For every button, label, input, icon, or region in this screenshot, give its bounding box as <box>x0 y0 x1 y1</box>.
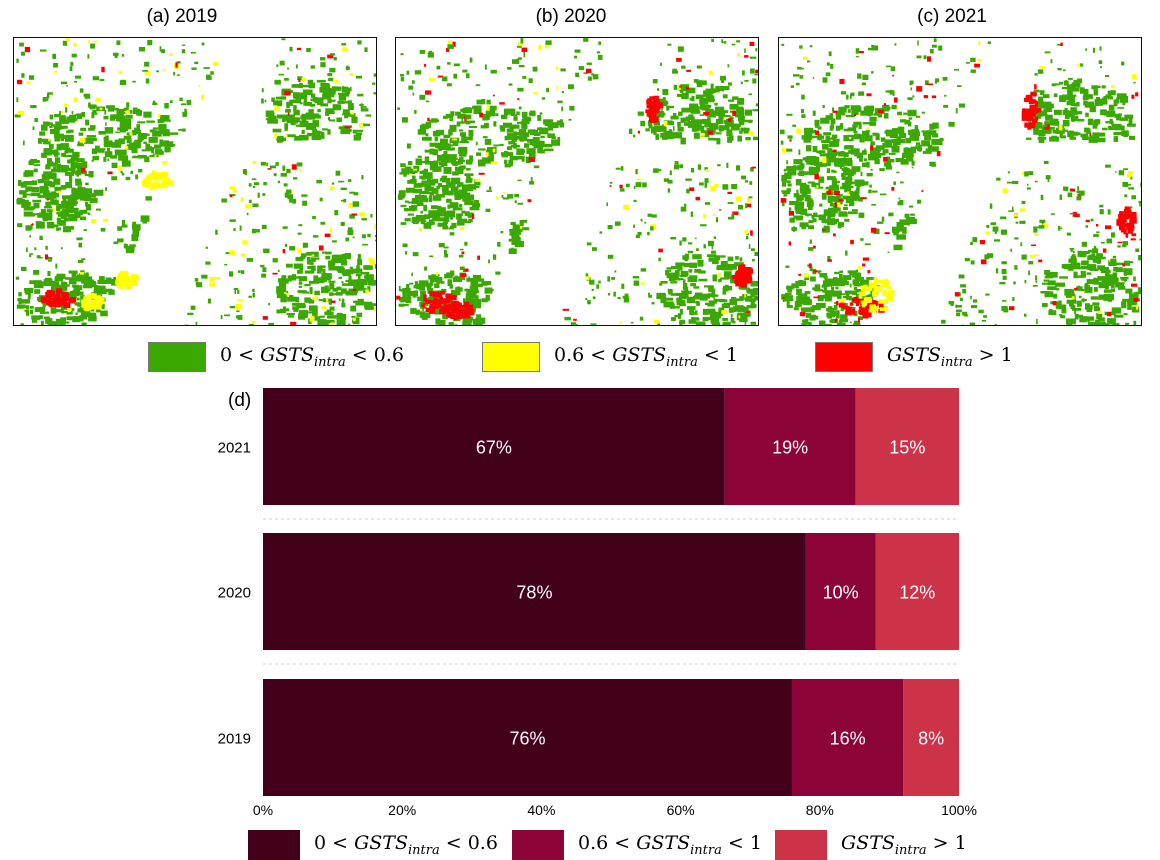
data-label-2020-2: 12% <box>899 583 935 603</box>
chart-legend-high-label: GSTSintra > 1 <box>841 832 967 858</box>
map-2019 <box>13 37 377 326</box>
data-label-2021-0: 67% <box>476 438 512 458</box>
bar-segment-2021-2 <box>855 388 959 505</box>
map-legend-high-label: GSTSintra > 1 <box>887 344 1013 370</box>
map-legend-mid: 0.6 < GSTSintra < 1 <box>482 342 738 372</box>
map-legend-high: GSTSintra > 1 <box>815 342 1013 372</box>
x-tick-label: 80% <box>806 802 834 818</box>
map-title-2020: (b) 2020 <box>535 6 607 27</box>
category-label-2019: 2019 <box>218 731 251 748</box>
panel-d-label: (d) <box>228 390 252 411</box>
data-label-2020-0: 78% <box>516 583 552 603</box>
bar-segment-2021-0 <box>263 388 725 505</box>
chart-legend-high: GSTSintra > 1 <box>775 830 967 860</box>
x-tick-label: 60% <box>667 802 695 818</box>
stacked-bar-chart: 2021 67% 19% 15% 2020 78% 10% 12% 2019 76% 16% 8% 0%… <box>218 388 977 818</box>
chart-legend-mid-label: 0.6 < GSTSintra < 1 <box>578 832 762 858</box>
data-label-2019-1: 16% <box>830 729 866 749</box>
category-label-2020: 2020 <box>218 585 251 602</box>
x-tick-label: 0% <box>253 802 273 818</box>
bar-segment-2019-0 <box>263 679 792 796</box>
data-label-2019-0: 76% <box>509 729 545 749</box>
map-2020 <box>395 37 759 326</box>
map-legend-low-label: 0 < GSTSintra < 0.6 <box>220 344 404 370</box>
chart-legend-mid-swatch <box>512 830 564 860</box>
map-legend-mid-swatch <box>482 342 540 372</box>
chart-legend-low-label: 0 < GSTSintra < 0.6 <box>314 832 498 858</box>
data-label-2020-1: 10% <box>823 583 859 603</box>
bar-segment-2020-2 <box>875 533 959 650</box>
map-2021 <box>778 37 1142 326</box>
data-label-2019-2: 8% <box>918 729 944 749</box>
map-legend-low: 0 < GSTSintra < 0.6 <box>148 342 404 372</box>
x-tick-label: 100% <box>941 802 977 818</box>
bar-segment-2021-1 <box>724 388 856 505</box>
bar-segment-2020-0 <box>263 533 806 650</box>
data-label-2021-2: 15% <box>889 438 925 458</box>
bar-segment-2019-1 <box>791 679 904 796</box>
map-legend-low-swatch <box>148 342 206 372</box>
map-title-2019: (a) 2019 <box>146 6 218 27</box>
bar-segment-2020-1 <box>805 533 876 650</box>
data-label-2021-1: 19% <box>772 438 808 458</box>
x-tick-label: 20% <box>388 802 416 818</box>
map-legend-high-swatch <box>815 342 873 372</box>
chart-legend-low-swatch <box>248 830 300 860</box>
map-title-2021: (c) 2021 <box>917 6 987 27</box>
chart-legend-high-swatch <box>775 830 827 860</box>
chart-legend-low: 0 < GSTSintra < 0.6 <box>248 830 498 860</box>
category-label-2021: 2021 <box>218 440 251 457</box>
chart-legend-mid: 0.6 < GSTSintra < 1 <box>512 830 762 860</box>
x-tick-label: 40% <box>527 802 555 818</box>
map-legend-mid-label: 0.6 < GSTSintra < 1 <box>554 344 738 370</box>
bar-segment-2019-2 <box>903 679 959 796</box>
